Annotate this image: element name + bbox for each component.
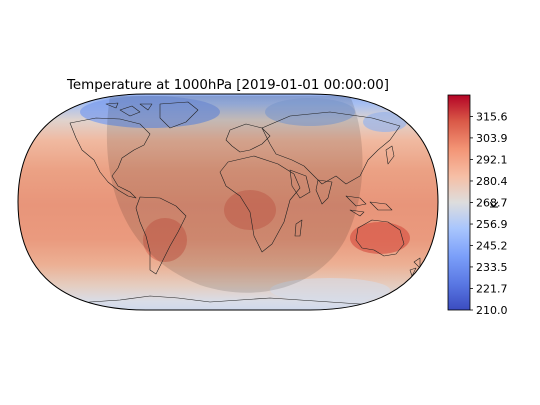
colorbar: 315.6 303.9 292.1 280.4 268.7 256.9 245.2 233.5… (447, 94, 508, 317)
temperature-warm-spot (143, 218, 187, 262)
asia-coastline (261, 111, 401, 185)
africa-coastline (219, 155, 301, 253)
colorbar-tick-label: 315.6 (476, 110, 508, 123)
arabia-coastline (289, 169, 311, 199)
colorbar-tick-label: 256.9 (476, 218, 508, 231)
temperature-cool-spot (270, 278, 390, 302)
india-coastline (315, 179, 333, 205)
australia-coastline (355, 219, 405, 257)
colorbar-tick-label: 268.7 (476, 196, 508, 209)
madagascar-coastline (294, 219, 303, 237)
colorbar-tick-label: 303.9 (476, 132, 508, 145)
north-america-coastline (69, 117, 151, 199)
south-america-coastline (135, 196, 187, 275)
map-title: Temperature at 1000hPa [2019-01-01 00:00… (66, 78, 389, 93)
antarctica-coastline (59, 295, 411, 309)
colorbar-ticks: 315.6 303.9 292.1 280.4 268.7 256.9 245.2 233.5… (470, 110, 508, 317)
colorbar-gradient (447, 94, 471, 311)
colorbar-tick-label: 245.2 (476, 239, 508, 252)
greenland-coastline (159, 101, 199, 129)
japan-coastline (385, 145, 395, 165)
colorbar-label: K (488, 201, 501, 209)
europe-coastline (225, 123, 271, 153)
temperature-cold-spot (265, 98, 355, 126)
colorbar-tick-label: 292.1 (476, 154, 508, 167)
temperature-warm-spot (224, 190, 276, 230)
night-shading (106, 96, 363, 293)
temperature-warm-spot (350, 222, 410, 254)
temperature-cold-spot (80, 96, 220, 128)
colorbar-tick-label: 221.7 (476, 283, 508, 296)
maritime-asia-coastline (345, 195, 393, 217)
world-map (17, 93, 439, 311)
coastlines (59, 101, 421, 309)
colorbar-tick-label: 280.4 (476, 175, 508, 188)
colorbar-tick-label: 210.0 (476, 304, 508, 317)
map-outline (17, 93, 439, 311)
new-zealand-coastline (409, 257, 421, 277)
colorbar-tick-label: 233.5 (476, 261, 508, 274)
arctic-islands-coastline (105, 102, 153, 117)
